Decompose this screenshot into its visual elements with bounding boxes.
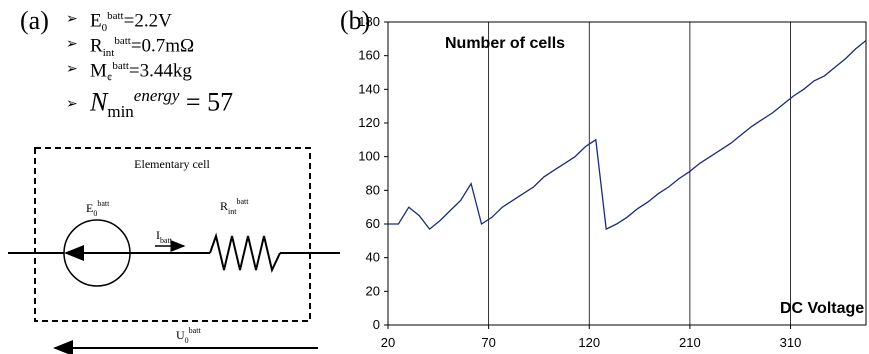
y-tick-label: 100	[358, 149, 380, 164]
y-tick-label: 0	[373, 317, 380, 332]
elementary-cell-box	[34, 147, 311, 322]
x-axis-label: DC Voltage	[780, 300, 864, 317]
voltage-label: U0batt	[176, 326, 201, 345]
param-e0: ➢ E0batt=2.2V	[66, 10, 172, 35]
bullet-arrow-icon: ➢	[66, 12, 78, 27]
x-tick-label: 310	[780, 335, 802, 350]
plot-area	[387, 21, 867, 326]
chart-title: Number of cells	[445, 35, 565, 52]
param-rint: ➢ Rintbatt=0.7mΩ	[66, 35, 195, 60]
panel-b-label: (b)	[340, 6, 371, 35]
param-mass: ➢ M¢batt=3.44kg	[66, 60, 192, 85]
source-label: E0batt	[86, 199, 110, 218]
y-tick-label: 60	[366, 216, 380, 231]
box-title: Elementary cell	[134, 157, 210, 171]
panel-a-label: (a)	[20, 6, 49, 35]
x-tick-label: 210	[679, 335, 701, 350]
y-tick-label: 140	[358, 81, 380, 96]
bullet-arrow-icon: ➢	[66, 97, 78, 112]
y-tick-label: 120	[358, 115, 380, 130]
x-tick-label: 120	[578, 335, 600, 350]
x-tick-label: 70	[481, 335, 495, 350]
y-tick-label: 20	[366, 283, 380, 298]
y-tick-label: 80	[366, 182, 380, 197]
x-tick-label: 20	[381, 335, 395, 350]
y-tick-label: 180	[358, 14, 380, 29]
circuit-diagram: Elementary cell E0batt Rintbatt Ibatt U0…	[8, 147, 340, 354]
bullet-arrow-icon: ➢	[66, 62, 78, 77]
param-nmin: ➢ Nminenergy = 57	[66, 86, 234, 121]
series-line	[388, 39, 867, 231]
y-tick-label: 40	[366, 250, 380, 265]
current-label: Ibatt	[156, 228, 173, 245]
y-tick-label: 160	[358, 48, 380, 63]
resistor-icon	[209, 232, 281, 274]
bullet-arrow-icon: ➢	[66, 37, 78, 52]
resistor-label: Rintbatt	[220, 197, 249, 216]
